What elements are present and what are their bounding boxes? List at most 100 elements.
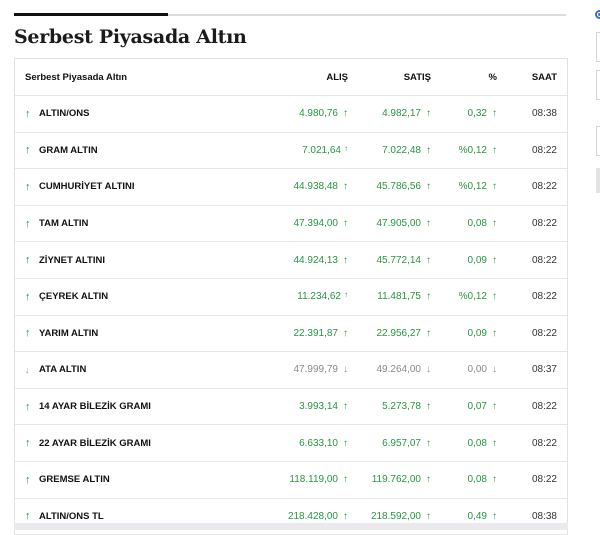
row-pct: 0,08 ↑ [431,474,497,485]
table-row[interactable]: ↑ ALTIN/ONS 4.980,76 ↑ 4.982,17 ↑ 0,32 ↑ 08:38 [15,96,567,133]
table-row[interactable]: ↑ ÇEYREK ALTIN 11.234,62 ↑ 11.481,75 ↑ %0,12 ↑ 0… [15,279,567,316]
row-alis: 44.938,48 ↑ [265,181,349,192]
row-name-label: TAM ALTIN [39,218,89,230]
arrow-up-icon: ↑ [492,181,497,193]
arrow-up-icon: ↑ [25,254,31,267]
row-saat: 08:22 [531,291,557,303]
row-name: ↑ ALTIN/ONS TL [15,510,265,522]
arrow-neutral-icon: ↓ [426,364,431,376]
row-satis: 218.592,00 ↑ [348,511,431,522]
row-pct-value: %0,12 [458,291,487,303]
arrow-up-icon: ↑ [344,290,348,300]
row-pct: 0,09 ↑ [431,255,497,266]
row-satis: 45.772,14 ↑ [348,254,432,266]
arrow-neutral-icon: ↓ [25,364,30,375]
row-satis: 5.273,78 ↑ [348,401,431,412]
arrow-up-icon: ↑ [25,144,31,157]
row-name-label: YARIM ALTIN [39,327,99,339]
row-name: ↑ 14 AYAR BİLEZİK GRAMI [15,401,265,413]
row-pct-value: 0,09 [467,254,487,266]
row-saat: 08:38 [531,108,557,120]
sidebar-input-1[interactable] [596,32,600,62]
row-satis-value: 22.956,27 [376,327,422,339]
row-alis-value: 7.021,64 [302,144,341,156]
section-divider [14,13,566,16]
sidebar-input-3[interactable] [596,126,600,156]
arrow-up-icon: ↑ [25,107,31,120]
table-row[interactable]: ↑ 22 AYAR BİLEZİK GRAMI 6.633,10 ↑ 6.957,07 ↑… [15,425,567,462]
table-row[interactable]: ↓ ATA ALTIN 47.999,79 ↓ 49.264,00 ↓ 0,00 ↓ 08:37 [15,352,567,389]
arrow-up-icon: ↑ [343,437,348,449]
row-pct-value: 0,49 [467,510,487,522]
sidebar-button[interactable] [596,168,600,193]
row-name-label: CUMHURİYET ALTINI [39,181,135,193]
table-row[interactable]: ↑ YARIM ALTIN 22.391,87 ↑ 22.956,27 ↑ 0,09 ↑ 08:… [15,316,567,353]
row-satis-value: 45.772,14 [376,254,422,266]
row-name-label: ÇEYREK ALTIN [39,291,109,303]
row-pct: 0,09 ↑ [431,328,497,339]
arrow-up-icon: ↑ [25,400,31,413]
table-row[interactable]: ↑ GRAM ALTIN 7.021,64 ↑ 7.022,48 ↑ %0,12 ↑ 08:22 [15,133,567,170]
row-pct: 0,08 ↑ [431,438,497,449]
row-pct: %0,12 ↑ [431,181,497,192]
row-alis: 3.993,14 ↑ [265,401,348,412]
page-title: Serbest Piyasada Altın [14,26,247,48]
row-alis-value: 47.999,79 [293,364,339,376]
row-name-label: GREMSE ALTIN [39,474,110,486]
row-alis: 47.999,79 ↓ [265,364,349,376]
row-name: ↑ GRAM ALTIN [15,144,265,156]
table-row[interactable]: ↑ GREMSE ALTIN 118.119,00 ↑ 119.762,00 ↑ 0,08 ↑… [15,462,567,499]
arrow-up-icon: ↑ [25,473,31,486]
row-satis-value: 5.273,78 [382,401,421,413]
arrow-up-icon: ↑ [343,108,348,120]
row-satis: 45.786,56 ↑ [348,181,432,193]
section-divider-accent [14,13,168,16]
row-saat: 08:38 [531,510,557,522]
row-satis: 7.022,48 ↑ [348,145,431,156]
row-satis-value: 49.264,00 [376,364,422,376]
table-row[interactable]: ↑ TAM ALTIN 47.394,00 ↑ 47.905,00 ↑ 0,08 ↑ 08:22 [15,206,567,243]
row-saat: 08:22 [531,181,557,193]
row-pct-value: 0,08 [467,474,487,486]
row-name-label: ZİYNET ALTINI [39,254,105,266]
arrow-up-icon: ↑ [343,474,348,486]
row-pct-value: %0,12 [458,181,487,193]
table-row[interactable]: ↑ 14 AYAR BİLEZİK GRAMI 3.993,14 ↑ 5.273,78 ↑… [15,389,567,426]
arrow-up-icon: ↑ [426,108,431,120]
row-pct-value: 0,08 [467,218,487,230]
radio-button[interactable] [595,10,600,19]
row-pct-value: 0,07 [467,401,487,413]
row-pct: %0,12 ↑ [431,291,497,302]
row-name: ↓ ATA ALTIN [15,364,265,375]
arrow-up-icon: ↑ [426,144,431,156]
row-satis: 22.956,27 ↑ [348,327,432,339]
row-alis: 7.021,64 ↑ [265,144,348,156]
row-name-label: ATA ALTIN [39,364,87,376]
row-name: ↑ ALTIN/ONS [15,108,265,120]
arrow-up-icon: ↑ [492,401,497,413]
row-pct: 0,49 ↑ [431,511,497,522]
table-row[interactable]: ↑ CUMHURİYET ALTINI 44.938,48 ↑ 45.786,56 ↑ %0… [15,169,567,206]
row-alis: 4.980,76 ↑ [265,108,348,119]
arrow-up-icon: ↑ [25,290,31,303]
row-saat: 08:22 [531,327,557,339]
gold-price-table: Serbest Piyasada Altın ALIŞ SATIŞ % SAAT… [14,58,568,535]
sidebar-input-2[interactable] [596,70,600,100]
row-alis-value: 3.993,14 [299,401,338,413]
arrow-up-icon: ↑ [492,144,497,156]
row-satis-value: 119.762,00 [371,474,421,486]
row-pct-value: 0,09 [467,327,487,339]
row-pct-value: %0,12 [458,144,487,156]
row-saat: 08:22 [531,254,557,266]
arrow-up-icon: ↑ [426,474,431,486]
row-alis: 11.234,62 ↑ [265,290,348,303]
row-satis-value: 6.957,07 [382,437,421,449]
arrow-up-icon: ↑ [426,181,431,193]
arrow-up-icon: ↑ [25,437,31,450]
row-pct: 0,00 ↓ [431,364,497,375]
row-saat: 08:22 [531,474,557,486]
row-alis: 47.394,00 ↑ [265,218,349,229]
table-row[interactable]: ↑ ZİYNET ALTINI 44.924,13 ↑ 45.772,14 ↑ 0,09 ↑ 0… [15,242,567,279]
arrow-up-icon: ↑ [426,291,431,303]
arrow-up-icon: ↑ [426,510,431,522]
